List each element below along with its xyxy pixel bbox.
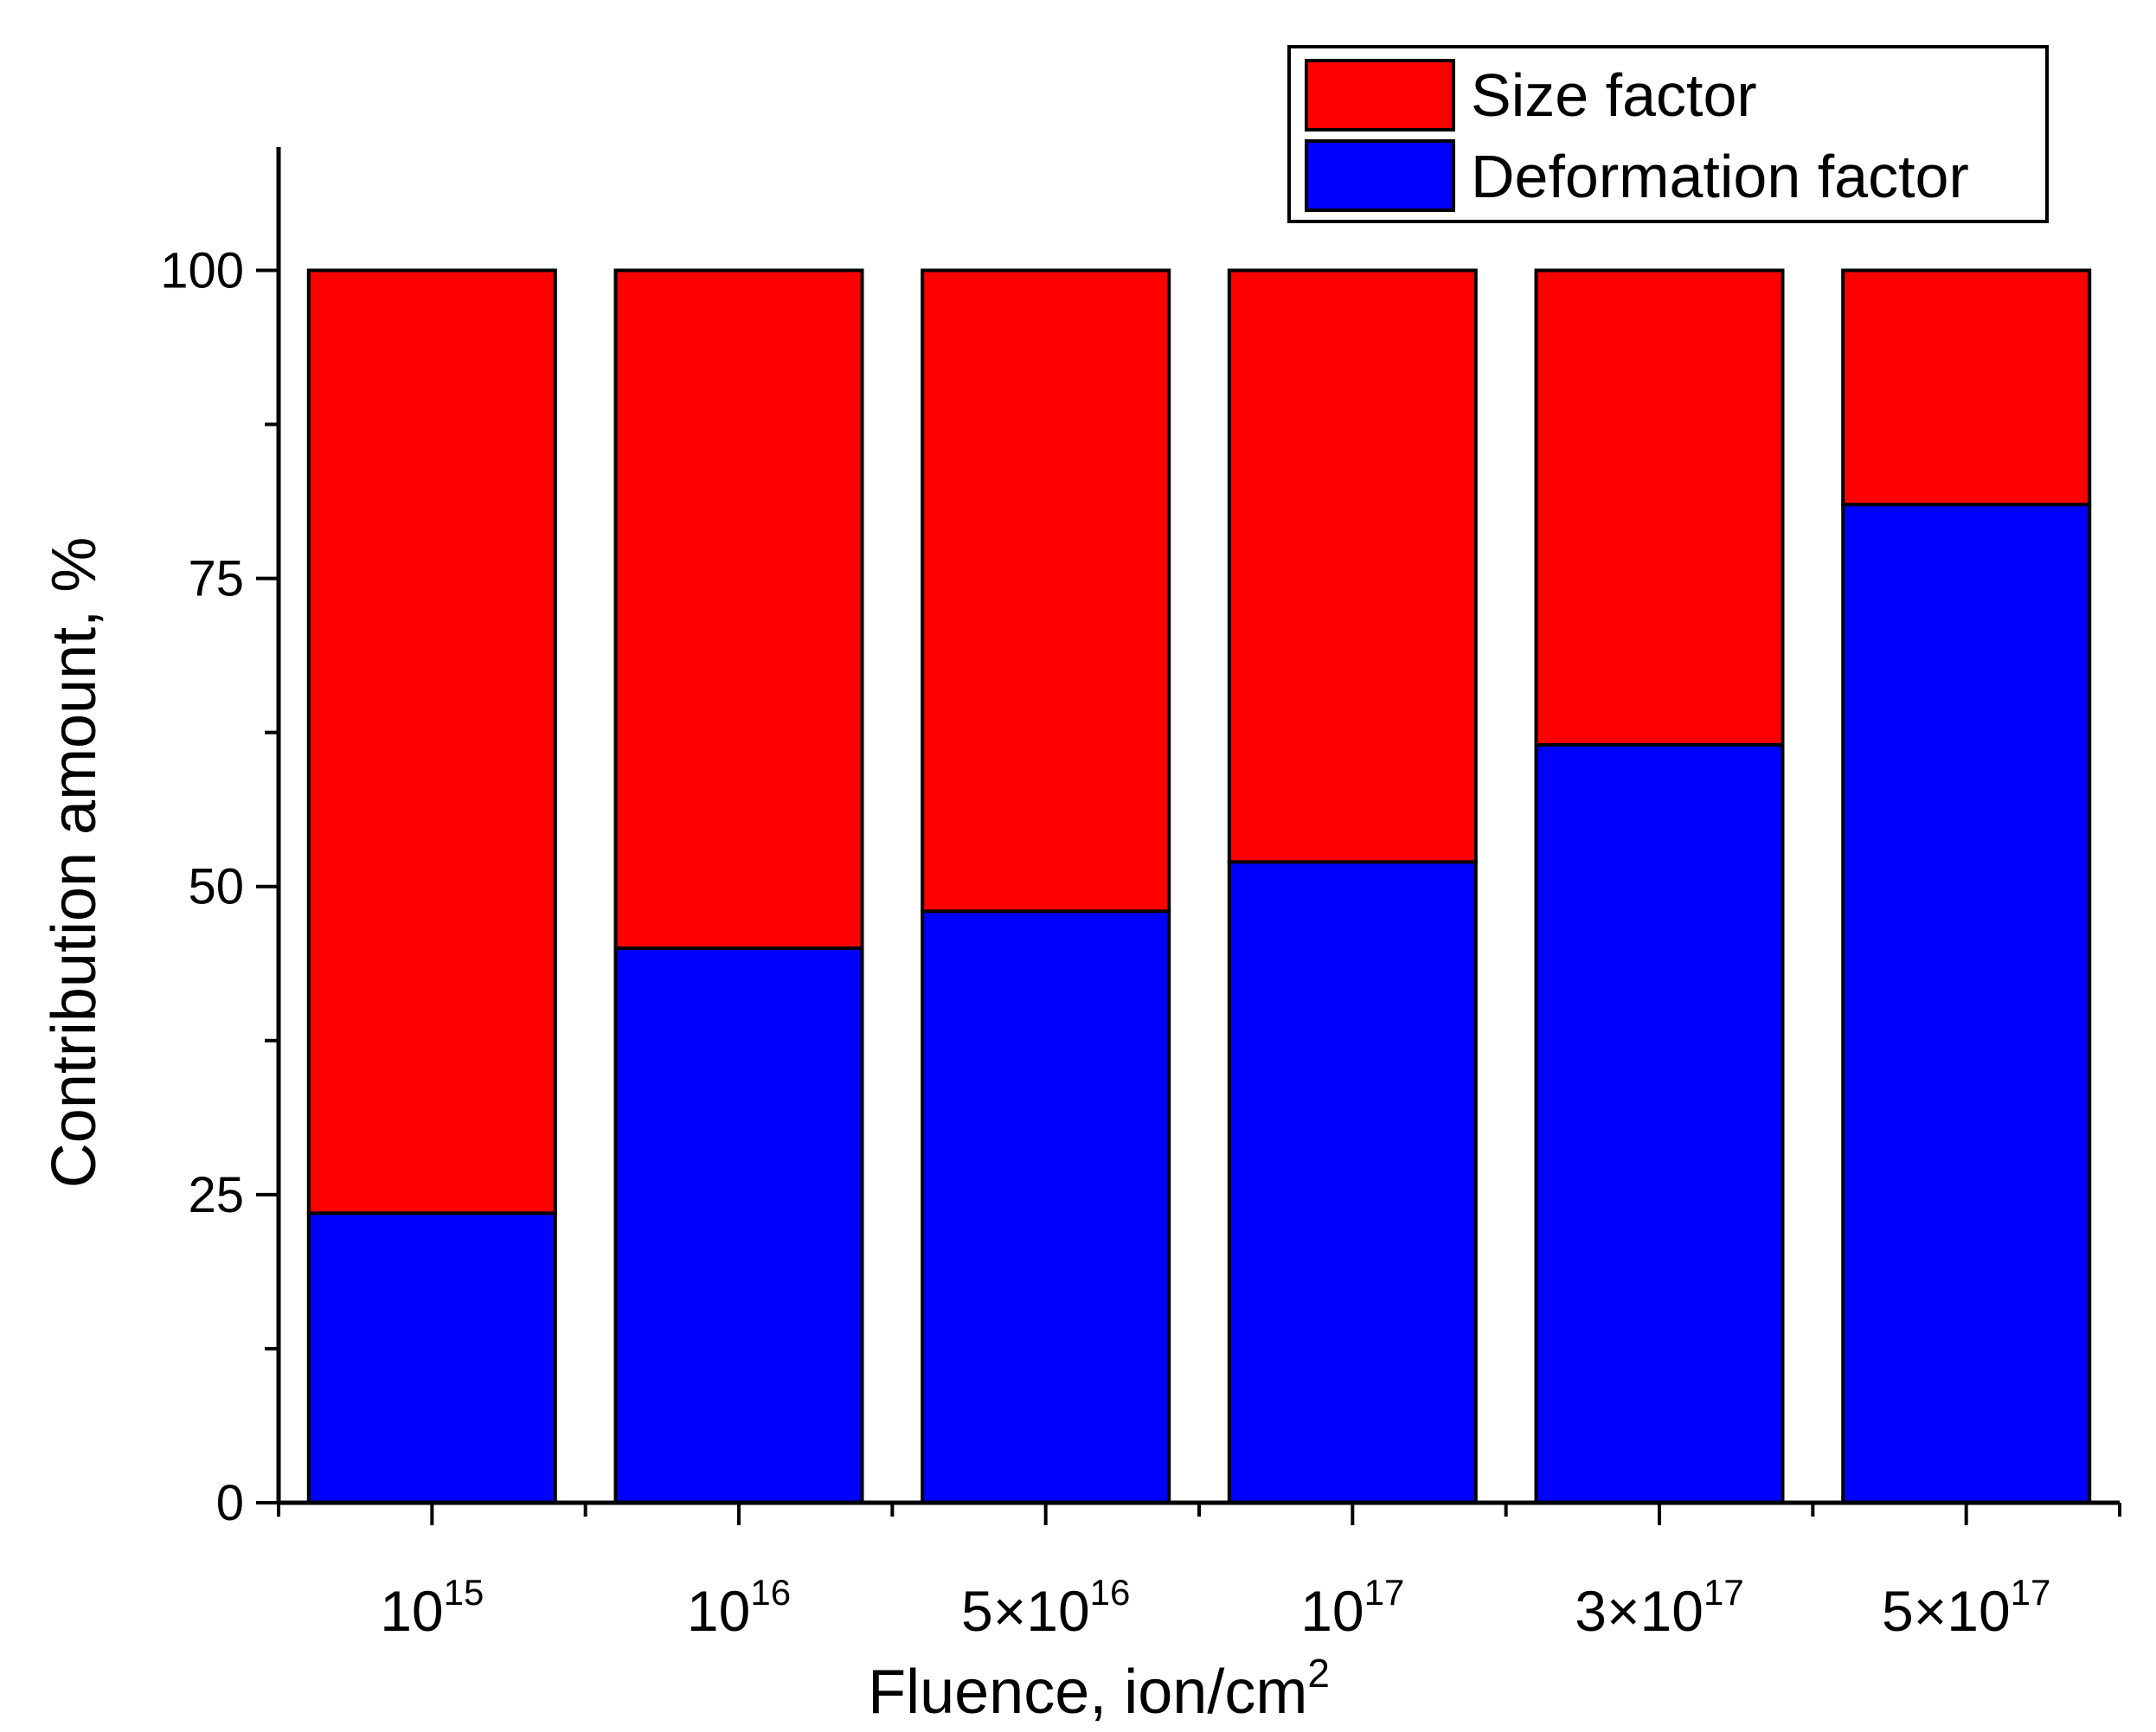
x-tick-label-base: 10 [1300,1579,1364,1643]
legend-label-deformation: Deformation factor [1471,143,1969,210]
legend-label-size: Size factor [1471,61,1757,129]
x-tick-label-exp: 17 [1364,1572,1405,1613]
x-tick-label-base: 5×10 [1882,1579,2011,1643]
legend-swatch-size [1305,59,1455,132]
x-tick-label-exp: 17 [2011,1572,2051,1613]
bars-layer [306,268,2092,1504]
y-tick-label-4: 100 [160,242,244,298]
x-tick-label-exp: 15 [444,1572,484,1613]
x-tick-label-exp: 16 [750,1572,791,1613]
x-tick-label-base: 10 [687,1579,750,1643]
x-tick-label-exp: 16 [1090,1572,1131,1613]
y-tick-label-0: 0 [216,1475,244,1531]
bar-deformation-2 [921,909,1171,1504]
x-tick-label-base: 3×10 [1575,1579,1704,1643]
bar-size-3 [1227,268,1478,864]
x-tick-label-3: 1017 [1300,1572,1404,1643]
y-axis-title: Contribution amount, % [40,537,109,1188]
bar-size-1 [613,268,864,950]
x-tick-label-4: 3×1017 [1575,1572,1743,1643]
x-tick-label-5: 5×1017 [1882,1572,2050,1643]
y-tick-label-2: 50 [188,859,244,915]
axes-layer [256,147,2121,1525]
x-axis-title-sup: 2 [1307,1651,1330,1696]
x-tick-label-exp: 17 [1704,1572,1744,1613]
bar-deformation-4 [1534,742,1785,1504]
bar-deformation-0 [306,1211,557,1504]
bar-size-4 [1534,268,1785,747]
bar-size-5 [1841,268,2092,507]
bar-size-2 [921,268,1171,914]
legend-swatch-deformation [1305,139,1455,212]
x-tick-label-base: 10 [380,1579,443,1643]
bar-size-0 [306,268,557,1216]
bar-deformation-3 [1227,860,1478,1504]
bar-deformation-5 [1841,503,2092,1504]
x-tick-label-0: 1015 [380,1572,484,1643]
x-axis-title: Fluence, ion/cm2 [868,1651,1330,1727]
bar-deformation-1 [613,946,864,1504]
y-tick-label-1: 25 [188,1167,244,1223]
legend: Size factor Deformation factor [1287,45,2049,223]
x-tick-label-1: 1016 [687,1572,791,1643]
y-tick-label-3: 75 [188,551,244,607]
x-tick-label-base: 5×10 [961,1579,1090,1643]
x-tick-label-2: 5×1016 [961,1572,1130,1643]
x-axis-title-text: Fluence, ion/cm [868,1658,1307,1727]
